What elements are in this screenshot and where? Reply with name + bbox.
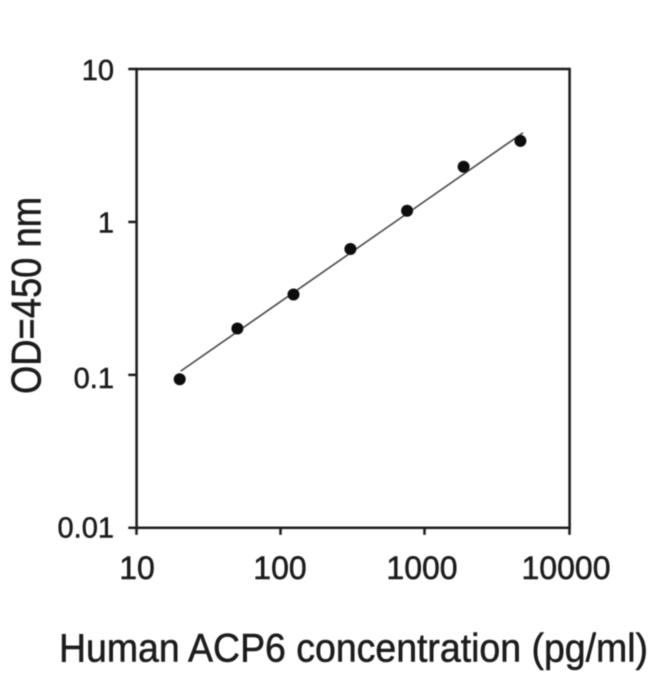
svg-text:OD=450 nm: OD=450 nm [3,197,50,394]
svg-text:0.1: 0.1 [74,363,114,395]
svg-text:1: 1 [98,207,114,239]
svg-text:Human ACP6 concentration (pg/m: Human ACP6 concentration (pg/ml) [59,627,648,671]
svg-text:1000: 1000 [386,550,457,586]
svg-text:10: 10 [119,550,155,586]
svg-text:100: 100 [253,550,306,586]
svg-text:10: 10 [82,55,114,87]
svg-text:10000: 10000 [522,550,611,586]
svg-text:0.01: 0.01 [58,513,114,545]
